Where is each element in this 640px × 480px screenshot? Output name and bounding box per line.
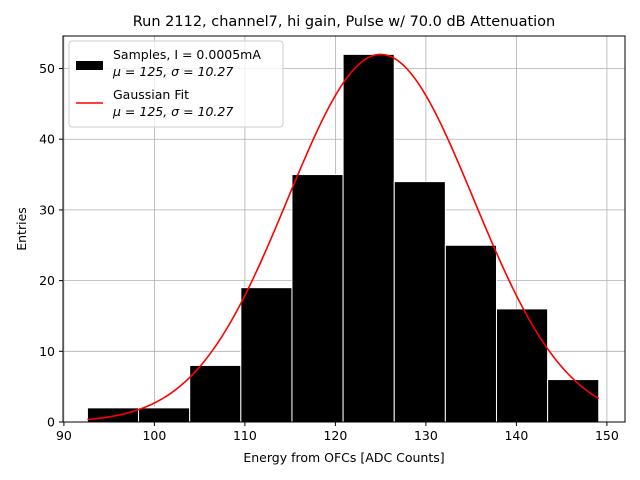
y-axis-label: Entries bbox=[14, 207, 29, 251]
histogram-bar-8 bbox=[495, 308, 549, 423]
x-tick-label-6: 150 bbox=[595, 428, 619, 443]
x-tick-label-1: 100 bbox=[142, 428, 166, 443]
x-tick-label-3: 120 bbox=[323, 428, 347, 443]
x-tick-label-0: 90 bbox=[56, 428, 72, 443]
y-tick-label-5: 50 bbox=[39, 61, 55, 76]
legend-stats-fit: μ = 125, σ = 10.27 bbox=[112, 104, 233, 119]
histogram-bars bbox=[86, 53, 600, 423]
gaussian-fit-line bbox=[87, 53, 600, 421]
histogram-bar-5 bbox=[342, 53, 395, 423]
x-tick-label-5: 140 bbox=[504, 428, 528, 443]
legend: Samples, I = 0.0005mA μ = 125, σ = 10.27… bbox=[68, 40, 284, 128]
legend-label-samples: Samples, I = 0.0005mA bbox=[113, 47, 261, 62]
y-axis-ticks: 0 10 20 30 40 50 bbox=[39, 61, 63, 430]
y-tick-label-0: 0 bbox=[47, 415, 55, 430]
y-tick-label-3: 30 bbox=[39, 202, 55, 217]
histogram-bar-3 bbox=[240, 287, 293, 423]
x-tick-label-4: 130 bbox=[414, 428, 438, 443]
histogram-bar-6 bbox=[393, 181, 446, 423]
histogram-bar-0 bbox=[86, 407, 140, 423]
histogram-bar-4 bbox=[291, 174, 344, 423]
x-tick-label-2: 110 bbox=[233, 428, 257, 443]
x-axis-label: Energy from OFCs [ADC Counts] bbox=[243, 450, 444, 465]
chart-title: Run 2112, channel7, hi gain, Pulse w/ 70… bbox=[133, 14, 556, 30]
histogram-bar-2 bbox=[189, 364, 242, 423]
y-tick-label-2: 20 bbox=[39, 273, 55, 288]
histogram-bar-9 bbox=[547, 379, 600, 423]
histogram-bar-1 bbox=[138, 407, 191, 423]
legend-label-fit: Gaussian Fit bbox=[113, 87, 189, 102]
x-axis-ticks: 90 100 110 120 130 140 150 bbox=[56, 422, 619, 443]
plot-frame bbox=[62, 35, 626, 423]
y-tick-label-4: 40 bbox=[39, 132, 55, 147]
histogram-bar-7 bbox=[444, 244, 497, 423]
legend-swatch-samples bbox=[76, 61, 103, 70]
legend-box bbox=[68, 40, 284, 128]
legend-stats-samples: μ = 125, σ = 10.27 bbox=[112, 64, 233, 79]
y-tick-label-1: 10 bbox=[39, 344, 55, 359]
